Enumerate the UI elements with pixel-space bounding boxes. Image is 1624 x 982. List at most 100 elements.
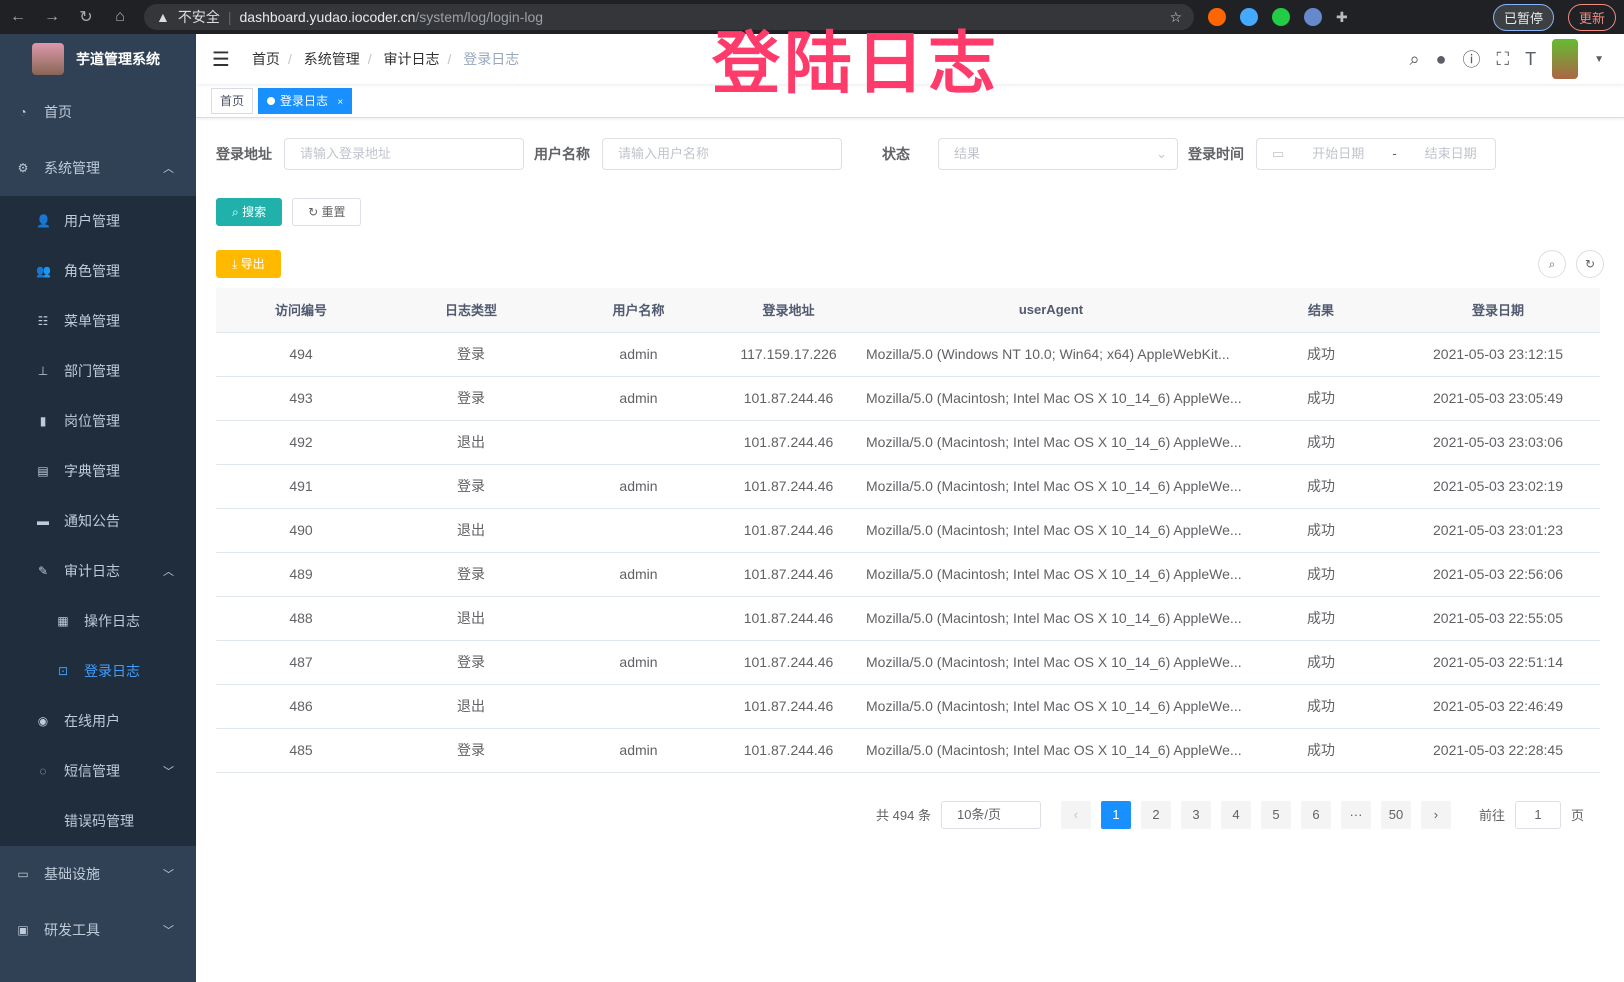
table-cell: 登录 — [386, 376, 556, 421]
toggle-search-icon[interactable]: ⌕ — [1538, 250, 1566, 278]
table-cell: 487 — [216, 640, 386, 685]
table-row[interactable]: 491 登录 admin 101.87.244.46 Mozilla/5.0 (Maci… — [216, 464, 1600, 509]
sidebar-item[interactable]: ▬ 通知公告 — [0, 496, 196, 546]
forward-icon[interactable]: → — [44, 8, 60, 25]
page-button[interactable]: 6 — [1300, 800, 1331, 829]
extension-icon[interactable] — [1304, 8, 1322, 26]
extension-icon[interactable] — [1240, 8, 1258, 26]
next-page-button[interactable]: › — [1420, 800, 1451, 829]
table-cell — [556, 508, 721, 553]
chevron-up-icon: ︿ — [163, 566, 174, 578]
page-button[interactable]: 4 — [1220, 800, 1251, 829]
page-size-select[interactable]: 10条/页 — [940, 800, 1041, 829]
fullscreen-icon[interactable]: ⛶ — [1496, 48, 1510, 69]
sidebar-item[interactable]: ▣ 研发工具 ﹀ — [0, 902, 196, 958]
dashboard-icon: ◔ — [19, 105, 27, 119]
sidebar-item[interactable]: ⊡ 登录日志 — [0, 646, 196, 696]
reload-icon[interactable]: ↻ — [79, 9, 93, 26]
table-cell: admin — [556, 640, 721, 685]
search-icon[interactable]: ⌕ — [1409, 48, 1420, 69]
table-cell: 退出 — [386, 596, 556, 641]
sidebar-item-label: 基础设施 — [44, 866, 100, 882]
sidebar-item[interactable]: 错误码管理 — [0, 796, 196, 846]
sidebar-logo[interactable]: 芋道管理系统 — [0, 34, 196, 84]
page-button[interactable]: ··· — [1340, 800, 1371, 829]
tag-login-log[interactable]: 登录日志 × — [258, 87, 353, 114]
avatar[interactable] — [1552, 39, 1579, 79]
sidebar: 芋道管理系统 ◔ 首页 ⚙ 系统管理 ︿ 👤 用户管理 👥 角色管理 ☷ 菜单管理 ⊥ 部门管理 ▮ 岗位管… — [0, 34, 196, 982]
column-header: 用户名称 — [556, 288, 721, 333]
breadcrumb-item[interactable]: 首页 — [251, 51, 280, 67]
profile-button[interactable]: 已暂停 — [1492, 3, 1554, 31]
caret-down-icon[interactable]: ▼ — [1594, 53, 1604, 65]
sidebar-item[interactable]: ⚙ 系统管理 ︿ — [0, 140, 196, 196]
reset-button[interactable]: ↻ 重置 — [292, 198, 362, 226]
table-cell: Mozilla/5.0 (Macintosh; Intel Mac OS X 1… — [856, 552, 1246, 597]
login-log-table: 访问编号 日志类型 用户名称 登录地址 userAgent 结果 登录日期 494 登录 adm… — [216, 288, 1600, 773]
star-icon[interactable]: ☆ — [1169, 8, 1182, 25]
table-cell: 2021-05-03 22:56:06 — [1396, 552, 1600, 597]
table-row[interactable]: 489 登录 admin 101.87.244.46 Mozilla/5.0 (Maci… — [216, 552, 1600, 597]
table-row[interactable]: 485 登录 admin 101.87.244.46 Mozilla/5.0 (Maci… — [216, 728, 1600, 773]
table-row[interactable]: 488 退出 101.87.244.46 Mozilla/5.0 (Macintosh… — [216, 596, 1600, 641]
table-cell: 101.87.244.46 — [721, 376, 856, 421]
page-button[interactable]: 50 — [1380, 800, 1411, 829]
home-icon[interactable]: ⌂ — [115, 8, 125, 25]
table-row[interactable]: 486 退出 101.87.244.46 Mozilla/5.0 (Macintosh… — [216, 684, 1600, 729]
help-icon[interactable]: ⓘ — [1462, 50, 1481, 70]
table-cell: 退出 — [386, 508, 556, 553]
sidebar-item[interactable]: ▭ 基础设施 ﹀ — [0, 846, 196, 902]
hamburger-icon[interactable]: ☰ — [212, 48, 230, 71]
pagination: 共 494 条 10条/页 ‹ 1 2 3 4 5 6 ··· 50 › 前往 1 页 — [216, 800, 1604, 829]
extension-icon[interactable] — [1208, 8, 1226, 26]
table-cell — [556, 596, 721, 641]
page-button[interactable]: 2 — [1140, 800, 1171, 829]
sidebar-item[interactable]: ◌ 短信管理 ﹀ — [0, 746, 196, 796]
table-cell: 退出 — [386, 420, 556, 465]
address-bar[interactable]: ▲ 不安全 | dashboard.yudao.iocoder.cn/syste… — [144, 4, 1194, 30]
sidebar-item[interactable]: ☷ 菜单管理 — [0, 296, 196, 346]
sidebar-item[interactable]: 👥 角色管理 — [0, 246, 196, 296]
table-row[interactable]: 493 登录 admin 101.87.244.46 Mozilla/5.0 (Maci… — [216, 376, 1600, 421]
sidebar-item[interactable]: ◉ 在线用户 — [0, 696, 196, 746]
extension-icon[interactable] — [1272, 8, 1290, 26]
sidebar-item-label: 研发工具 — [44, 922, 100, 938]
update-button[interactable]: 更新 — [1567, 3, 1616, 31]
refresh-icon[interactable]: ↻ — [1576, 250, 1604, 278]
table-row[interactable]: 492 退出 101.87.244.46 Mozilla/5.0 (Macintosh… — [216, 420, 1600, 465]
font-size-icon[interactable]: T — [1525, 48, 1537, 69]
prev-page-button[interactable]: ‹ — [1060, 800, 1091, 829]
post-icon: ▮ — [39, 414, 47, 428]
sidebar-item[interactable]: 👤 用户管理 — [0, 196, 196, 246]
close-icon[interactable]: × — [337, 96, 344, 108]
table-row[interactable]: 487 登录 admin 101.87.244.46 Mozilla/5.0 (Maci… — [216, 640, 1600, 685]
page-button[interactable]: 5 — [1260, 800, 1291, 829]
table-cell: 492 — [216, 420, 386, 465]
table-row[interactable]: 490 退出 101.87.244.46 Mozilla/5.0 (Macintosh… — [216, 508, 1600, 553]
export-button[interactable]: ⤓ 导出 — [216, 250, 281, 278]
github-icon[interactable]: ● — [1435, 48, 1447, 69]
sidebar-item[interactable]: ▤ 字典管理 — [0, 446, 196, 496]
sidebar-item[interactable]: ▦ 操作日志 — [0, 596, 196, 646]
status-select[interactable]: 结果 ⌄ — [938, 138, 1178, 170]
back-icon[interactable]: ← — [10, 8, 26, 25]
page-button[interactable]: 1 — [1100, 800, 1131, 829]
search-button[interactable]: ⌕ 搜索 — [216, 198, 283, 226]
sidebar-item[interactable]: ◔ 首页 — [0, 84, 196, 140]
address-input[interactable]: 请输入登录地址 — [284, 138, 524, 170]
sidebar-item-label: 角色管理 — [64, 263, 120, 279]
sidebar-item[interactable]: ⊥ 部门管理 — [0, 346, 196, 396]
table-cell: admin — [556, 552, 721, 597]
address-label: 登录地址 — [216, 146, 272, 162]
sidebar-item[interactable]: ✎ 审计日志 ︿ — [0, 546, 196, 596]
puzzle-icon[interactable]: ✚ — [1336, 8, 1348, 25]
goto-page-input[interactable]: 1 — [1514, 800, 1561, 829]
column-header: 登录日期 — [1396, 288, 1600, 333]
page-button[interactable]: 3 — [1180, 800, 1211, 829]
tag-home[interactable]: 首页 — [211, 87, 254, 114]
sidebar-item[interactable]: ▮ 岗位管理 — [0, 396, 196, 446]
date-range-picker[interactable]: ▭ 开始日期 - 结束日期 — [1256, 138, 1496, 170]
username-input[interactable]: 请输入用户名称 — [602, 138, 842, 170]
table-cell: 2021-05-03 23:01:23 — [1396, 508, 1600, 553]
table-row[interactable]: 494 登录 admin 117.159.17.226 Mozilla/5.0 (Win… — [216, 332, 1600, 377]
